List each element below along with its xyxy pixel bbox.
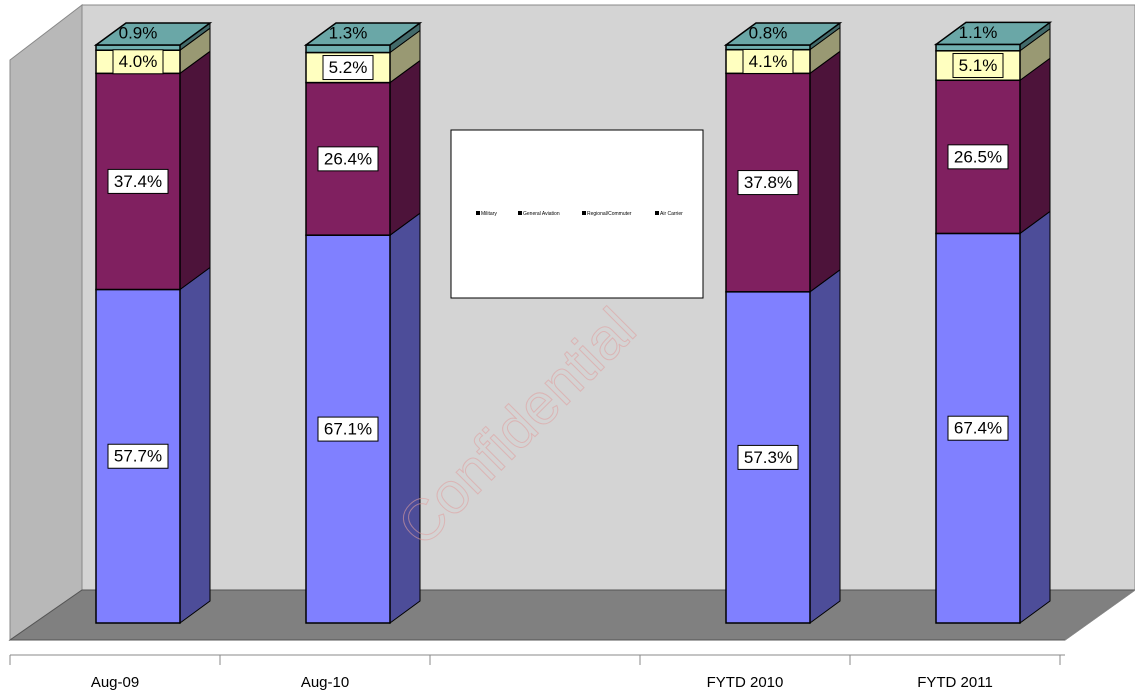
bar-side [809, 268, 841, 624]
legend-label: Air Carrier [660, 211, 683, 217]
value-label: 26.5% [954, 147, 1002, 166]
value-label: 57.7% [114, 447, 162, 466]
bar-side [389, 212, 421, 624]
value-label: 0.9% [119, 23, 158, 42]
value-label-box [737, 444, 799, 470]
legend-label: Military [481, 211, 497, 217]
value-label-box [317, 416, 379, 442]
bar-top [933, 21, 1053, 46]
bar-side [179, 50, 211, 291]
value-label: 57.3% [744, 448, 792, 467]
value-label-box [322, 55, 374, 81]
bar-top [723, 22, 843, 46]
value-label: 67.4% [954, 419, 1002, 438]
value-label-box [947, 144, 1009, 170]
bar-side [809, 50, 841, 293]
legend-swatch [655, 211, 659, 215]
value-label: 0.8% [749, 23, 788, 42]
x-tick-label: Aug-10 [301, 674, 349, 691]
value-label: 26.4% [324, 149, 372, 168]
bar-side [389, 59, 421, 237]
legend-swatch [476, 211, 480, 215]
value-label: 4.1% [749, 52, 788, 71]
bar-side [1019, 210, 1051, 624]
bar [305, 44, 391, 54]
floor-edge [1064, 589, 1135, 641]
bar-top [93, 22, 213, 46]
x-tick-label: FYTD 2010 [707, 674, 784, 691]
value-label-box [112, 49, 164, 75]
value-label: 4.0% [119, 52, 158, 71]
legend-swatch [582, 211, 586, 215]
legend-swatch [518, 211, 522, 215]
value-label-box [107, 443, 169, 469]
bar [935, 43, 1021, 52]
bar-side [179, 266, 211, 624]
value-label-box [742, 48, 794, 74]
value-label: 1.1% [959, 23, 998, 42]
bar-top [303, 22, 423, 46]
value-label-box [737, 170, 799, 196]
side-wall [9, 3, 83, 641]
legend [450, 129, 704, 299]
value-label: 1.3% [329, 23, 368, 42]
value-label: 67.1% [324, 420, 372, 439]
floor [8, 589, 1135, 641]
value-label-box [107, 168, 169, 194]
value-label-box [952, 53, 1004, 79]
x-tick-label: FYTD 2011 [917, 674, 993, 691]
bar-side [1019, 57, 1051, 235]
value-label: 37.4% [114, 172, 162, 191]
legend-label: Regional/Commuter [587, 211, 632, 217]
value-label-box [317, 146, 379, 172]
value-label: 5.2% [329, 58, 368, 77]
legend-label: General Aviation [523, 211, 560, 217]
value-label-box [947, 415, 1009, 441]
value-label: 37.8% [744, 173, 792, 192]
x-tick-label: Aug-09 [91, 674, 139, 691]
value-label: 5.1% [959, 56, 998, 75]
